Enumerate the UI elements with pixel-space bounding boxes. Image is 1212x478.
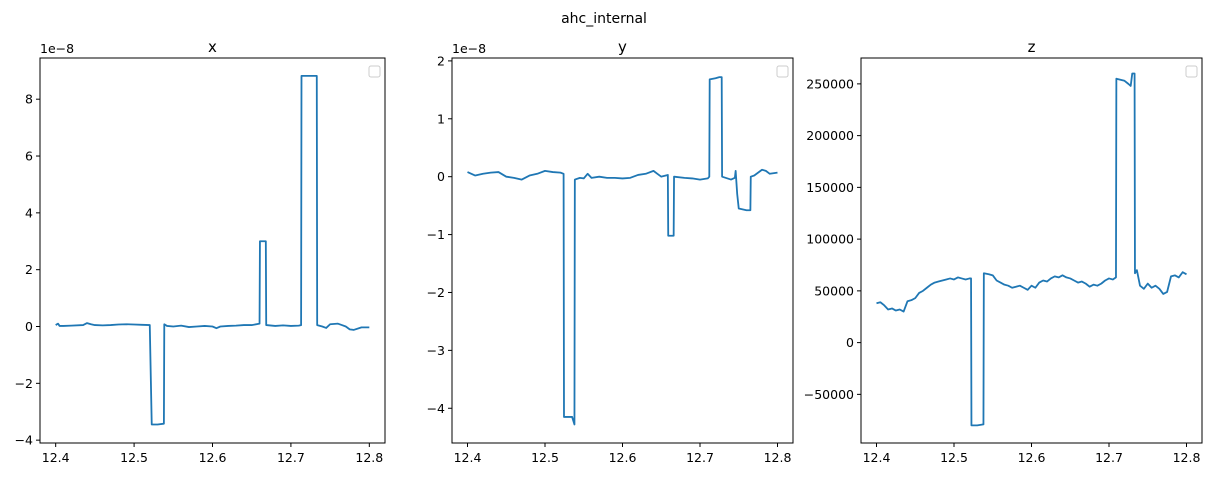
x-tick-label-z-4: 12.8: [1173, 450, 1201, 465]
x-tick-label-z-1: 12.5: [940, 450, 968, 465]
series-line-z-0: [876, 72, 1187, 427]
subplot-z: 12.4 12.5 12.6 12.7 12.8 −50000 0 50000 100000 15…: [804, 38, 1203, 465]
y-tick-label-x-2: 0: [25, 319, 33, 334]
y-tick-label-y-2: −2: [427, 285, 445, 300]
y-tick-label-x-1: −2: [15, 376, 33, 391]
y-tick-label-z-2: 50000: [814, 283, 854, 298]
subplot-y: 12.4 12.5 12.6 12.7 12.8 −4 −3 −2 −1 0 1 2 y 1e−8: [427, 38, 794, 465]
x-tick-label-z-2: 12.6: [1018, 450, 1046, 465]
y-tick-label-z-3: 100000: [806, 232, 854, 247]
x-tick-label-y-4: 12.8: [764, 450, 792, 465]
axes-title-y: y: [618, 38, 627, 56]
x-tick-label-x-0: 12.4: [42, 450, 70, 465]
x-tick-label-x-1: 12.5: [120, 450, 148, 465]
y-tick-label-y-6: 2: [437, 53, 445, 68]
y-tick-label-x-0: −4: [15, 433, 33, 448]
y-tick-label-x-5: 6: [25, 149, 33, 164]
x-tick-label-x-3: 12.7: [277, 450, 305, 465]
y-tick-label-z-5: 200000: [806, 128, 854, 143]
x-tick-label-y-0: 12.4: [454, 450, 482, 465]
axes-frame-x: [39, 57, 386, 444]
x-tick-label-y-3: 12.7: [686, 450, 714, 465]
y-tick-label-x-6: 8: [25, 92, 33, 107]
subplot-x: 12.4 12.5 12.6 12.7 12.8 −4 −2 0 2 4 6 8 x 1e−8: [15, 38, 386, 465]
y-tick-label-y-4: 0: [437, 169, 445, 184]
axes-frame-y: [451, 57, 794, 444]
series-line-x-0: [55, 75, 370, 426]
y-tick-label-z-1: 0: [846, 335, 854, 350]
legend-z: [1185, 65, 1198, 78]
x-tick-label-z-3: 12.7: [1095, 450, 1123, 465]
x-tick-label-y-1: 12.5: [531, 450, 559, 465]
y-offset-text-y: 1e−8: [452, 41, 486, 56]
y-tick-label-y-1: −3: [427, 343, 445, 358]
x-tick-label-x-2: 12.6: [199, 450, 227, 465]
figure-suptitle: ahc_internal: [561, 11, 647, 27]
y-tick-label-z-6: 250000: [806, 76, 854, 91]
y-tick-label-z-0: −50000: [804, 387, 854, 402]
y-tick-label-y-5: 1: [437, 111, 445, 126]
y-tick-label-y-3: −1: [427, 227, 445, 242]
x-tick-label-z-0: 12.4: [863, 450, 891, 465]
x-tick-label-x-4: 12.8: [355, 450, 383, 465]
y-tick-label-x-3: 2: [25, 262, 33, 277]
axes-frame-z: [860, 57, 1203, 444]
x-tick-label-y-2: 12.6: [609, 450, 637, 465]
legend-x: [368, 65, 381, 78]
axes-title-z: z: [1028, 38, 1036, 56]
y-tick-label-z-4: 150000: [806, 180, 854, 195]
legend-y: [776, 65, 789, 78]
y-tick-label-x-4: 4: [25, 205, 33, 220]
y-tick-label-y-0: −4: [427, 401, 445, 416]
y-offset-text-x: 1e−8: [40, 41, 74, 56]
axes-title-x: x: [208, 38, 217, 56]
series-line-y-0: [467, 76, 778, 426]
